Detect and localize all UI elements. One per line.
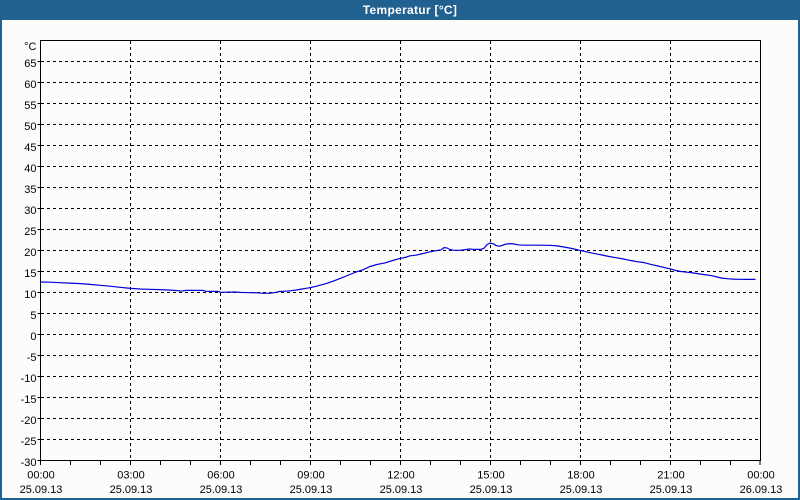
svg-text:25.09.13: 25.09.13 <box>290 484 333 496</box>
svg-text:25: 25 <box>24 226 36 238</box>
svg-text:09:00: 09:00 <box>297 470 325 482</box>
svg-text:21:00: 21:00 <box>657 470 685 482</box>
svg-text:35: 35 <box>24 184 36 196</box>
svg-text:-20: -20 <box>21 415 37 427</box>
svg-text:45: 45 <box>24 142 36 154</box>
svg-text:10: 10 <box>24 289 36 301</box>
svg-text:12:00: 12:00 <box>387 470 415 482</box>
svg-text:30: 30 <box>24 205 36 217</box>
svg-text:15:00: 15:00 <box>477 470 505 482</box>
svg-text:°C: °C <box>24 41 36 53</box>
svg-text:40: 40 <box>24 163 36 175</box>
svg-text:25.09.13: 25.09.13 <box>650 484 693 496</box>
svg-text:25.09.13: 25.09.13 <box>470 484 513 496</box>
svg-text:03:00: 03:00 <box>117 470 145 482</box>
svg-text:65: 65 <box>24 58 36 70</box>
svg-text:50: 50 <box>24 121 36 133</box>
svg-text:-10: -10 <box>21 373 37 385</box>
svg-text:26.09.13: 26.09.13 <box>740 484 783 496</box>
svg-text:-5: -5 <box>27 352 37 364</box>
svg-text:00:00: 00:00 <box>27 470 55 482</box>
svg-text:Temperatur [°C]: Temperatur [°C] <box>363 3 457 17</box>
svg-text:06:00: 06:00 <box>207 470 235 482</box>
svg-text:-15: -15 <box>21 394 37 406</box>
svg-text:20: 20 <box>24 247 36 259</box>
svg-text:60: 60 <box>24 79 36 91</box>
svg-text:25.09.13: 25.09.13 <box>20 484 63 496</box>
svg-text:18:00: 18:00 <box>567 470 595 482</box>
svg-text:25.09.13: 25.09.13 <box>110 484 153 496</box>
svg-text:25.09.13: 25.09.13 <box>200 484 243 496</box>
svg-text:-25: -25 <box>21 436 37 448</box>
svg-text:5: 5 <box>30 310 36 322</box>
svg-text:55: 55 <box>24 100 36 112</box>
svg-text:25.09.13: 25.09.13 <box>560 484 603 496</box>
svg-text:25.09.13: 25.09.13 <box>380 484 423 496</box>
svg-text:0: 0 <box>30 331 36 343</box>
svg-text:00:00: 00:00 <box>747 470 775 482</box>
svg-text:15: 15 <box>24 268 36 280</box>
svg-text:-30: -30 <box>21 457 37 469</box>
